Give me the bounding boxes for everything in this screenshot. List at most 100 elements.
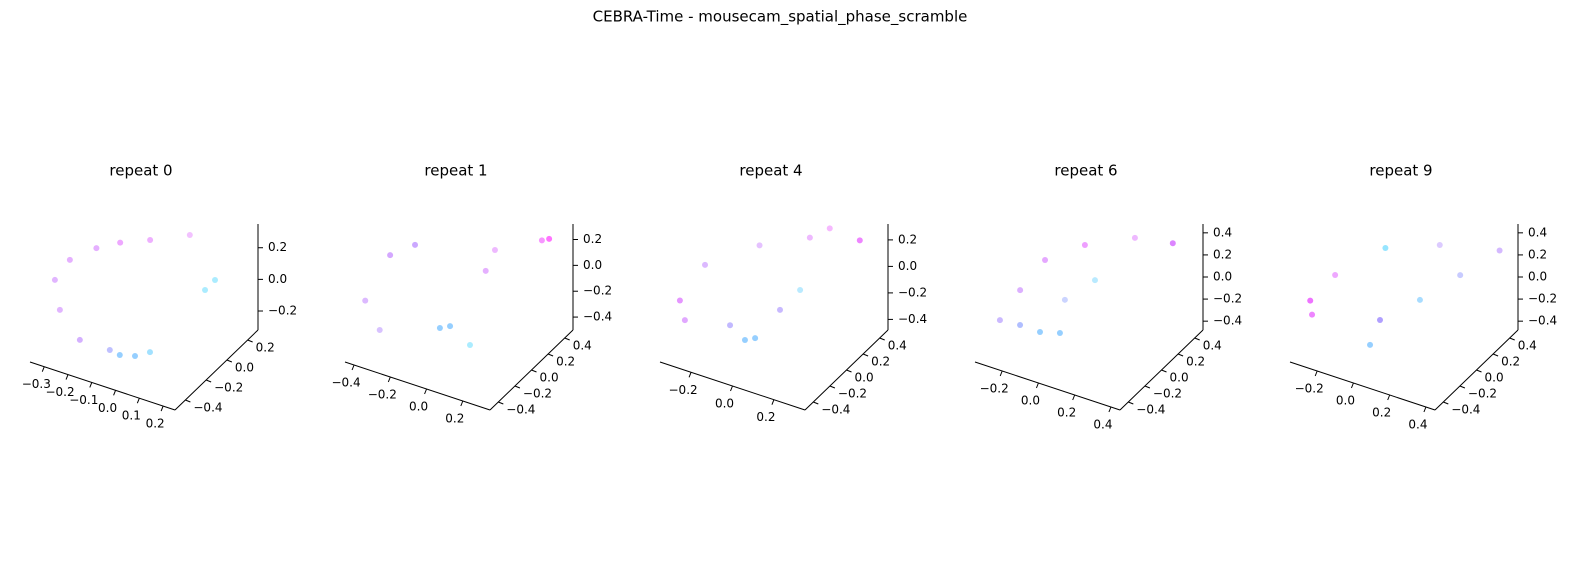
x-tick-label: −0.4 [331,376,360,390]
point [741,337,748,344]
z-tick-label: 0.2 [1528,247,1547,261]
point [1382,244,1389,251]
point [447,323,454,330]
subplot-title: repeat 9 [1369,162,1432,180]
x-tick [113,390,117,396]
x-tick [351,364,355,371]
y-tick [846,369,852,373]
y-tick [829,385,836,389]
point [1131,234,1138,241]
x-tick-label: 0.0 [409,400,428,414]
point [1457,272,1464,279]
point [1496,247,1503,254]
point [1332,271,1339,278]
y-tick-label: 0.0 [235,361,254,375]
y-axis-line [174,329,259,411]
z-tick-label: 0.0 [1528,270,1547,284]
x-tick-label: −0.2 [368,388,397,402]
x-tick-label: 0.2 [1372,406,1391,420]
y-tick-label: 0.2 [871,355,890,369]
y-tick-label: 0.2 [556,355,575,369]
z-tick-label: 0.4 [1213,225,1232,239]
point [996,317,1003,324]
point [1081,242,1088,249]
y-tick [185,399,191,403]
y-tick-label: −0.2 [523,387,552,401]
figure-title: CEBRA-Time - mousecam_spatial_phase_scra… [593,8,968,27]
subplot-title: repeat 4 [739,162,802,180]
x-tick [730,385,733,392]
x-tick [1423,406,1427,413]
point [1036,328,1043,335]
y-tick [205,379,212,383]
z-tick-label: 0.0 [898,259,917,273]
point [752,335,759,342]
subplot-title: repeat 6 [1054,162,1117,180]
x-tick [1314,370,1318,377]
point [676,297,683,304]
point [1436,241,1443,248]
point [1169,240,1176,247]
y-tick-label: 0.0 [1485,371,1504,385]
x-tick-label: −0.3 [22,377,51,391]
point [777,306,784,313]
point [1307,297,1314,304]
x-axis-line [344,361,491,411]
z-tick-label: −0.4 [583,310,612,324]
x-tick-label: 0.0 [1336,394,1355,408]
z-tick-label: 0.2 [583,232,602,246]
x-tick-label: 0.0 [715,397,734,411]
y-tick [813,401,819,405]
x-tick [387,376,391,383]
z-tick-label: 0.2 [1213,247,1232,261]
y-tick-label: 0.0 [1170,371,1189,385]
x-tick [1035,382,1039,389]
y-tick-label: 0.2 [256,341,275,355]
y-tick [879,337,885,341]
point [1416,296,1423,303]
z-tick-label: −0.4 [1213,314,1242,328]
y-tick-label: 0.0 [855,371,874,385]
x-tick [1072,394,1076,401]
x-axis-line [29,361,176,411]
point [1056,329,1063,336]
z-tick-label: −0.4 [1528,314,1557,328]
point [491,247,498,254]
y-tick [498,401,504,405]
point [117,239,124,246]
y-tick-label: −0.2 [214,381,243,395]
x-tick [688,372,692,378]
point [436,324,443,331]
y-tick [1492,353,1499,357]
y-tick [531,369,537,373]
point [702,261,709,268]
x-tick [1108,406,1112,413]
x-tick [1387,394,1391,401]
point [756,242,763,249]
x-tick [424,388,428,395]
z-tick-label: −0.4 [898,312,927,326]
point [466,342,473,349]
x-axis-line [974,361,1121,411]
y-tick-label: −0.4 [193,401,222,415]
z-tick-label: −0.2 [583,284,612,298]
y-tick-label: 0.4 [1203,339,1222,353]
x-tick-label: 0.2 [445,412,464,426]
x-tick-label: −0.2 [1295,382,1324,396]
x-tick [1350,382,1354,389]
x-tick-label: 0.2 [1057,406,1076,420]
point [1017,321,1024,328]
y-tick-label: −0.4 [506,403,535,417]
z-tick-label: 0.0 [1213,270,1232,284]
point [116,352,123,359]
x-tick [41,366,45,372]
x-tick [460,400,464,407]
point [1017,287,1024,294]
point [132,352,139,359]
y-tick-label: −0.4 [821,403,850,417]
z-tick-label: 0.0 [268,272,287,286]
y-tick [514,385,521,389]
point [93,245,100,252]
